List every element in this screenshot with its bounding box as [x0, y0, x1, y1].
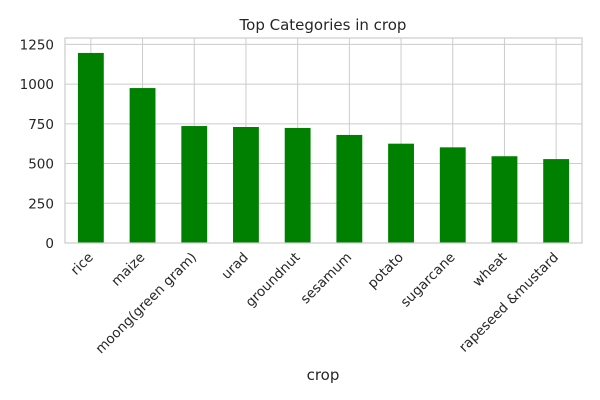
x-axis-label: crop — [307, 366, 340, 384]
y-tick-label: 250 — [28, 196, 54, 212]
bar — [233, 126, 259, 243]
y-tick-label: 1000 — [20, 77, 54, 93]
bar — [439, 147, 466, 243]
bar — [388, 143, 414, 243]
x-tick-label: rapeseed &mustard — [456, 250, 562, 356]
chart-title: Top Categories in crop — [239, 16, 407, 34]
x-tick-label: sesamum — [298, 250, 356, 308]
bar — [284, 127, 311, 243]
bar — [181, 126, 208, 243]
x-tick-label: potato — [364, 250, 406, 292]
bar — [129, 88, 156, 243]
bar — [336, 134, 363, 243]
bar — [77, 52, 104, 243]
x-tick-label: maize — [108, 250, 148, 290]
y-tick-labels: 0 250 500 750 1000 1250 — [20, 37, 54, 252]
y-tick-label: 0 — [45, 236, 54, 252]
bar — [543, 159, 570, 243]
x-tick-label: rice — [68, 250, 97, 279]
y-tick-label: 500 — [28, 157, 54, 173]
y-tick-label: 750 — [28, 117, 54, 133]
x-tick-label: groundnut — [243, 250, 304, 311]
x-tick-label: moong(green gram) — [92, 250, 200, 358]
x-tick-label: urad — [219, 250, 252, 283]
bar — [491, 156, 518, 243]
x-tick-label: sugarcane — [398, 250, 459, 311]
x-tick-label: wheat — [470, 250, 511, 291]
bars-layer — [77, 52, 570, 243]
plot-frame — [64, 37, 583, 244]
y-tick-label: 1250 — [20, 37, 54, 53]
